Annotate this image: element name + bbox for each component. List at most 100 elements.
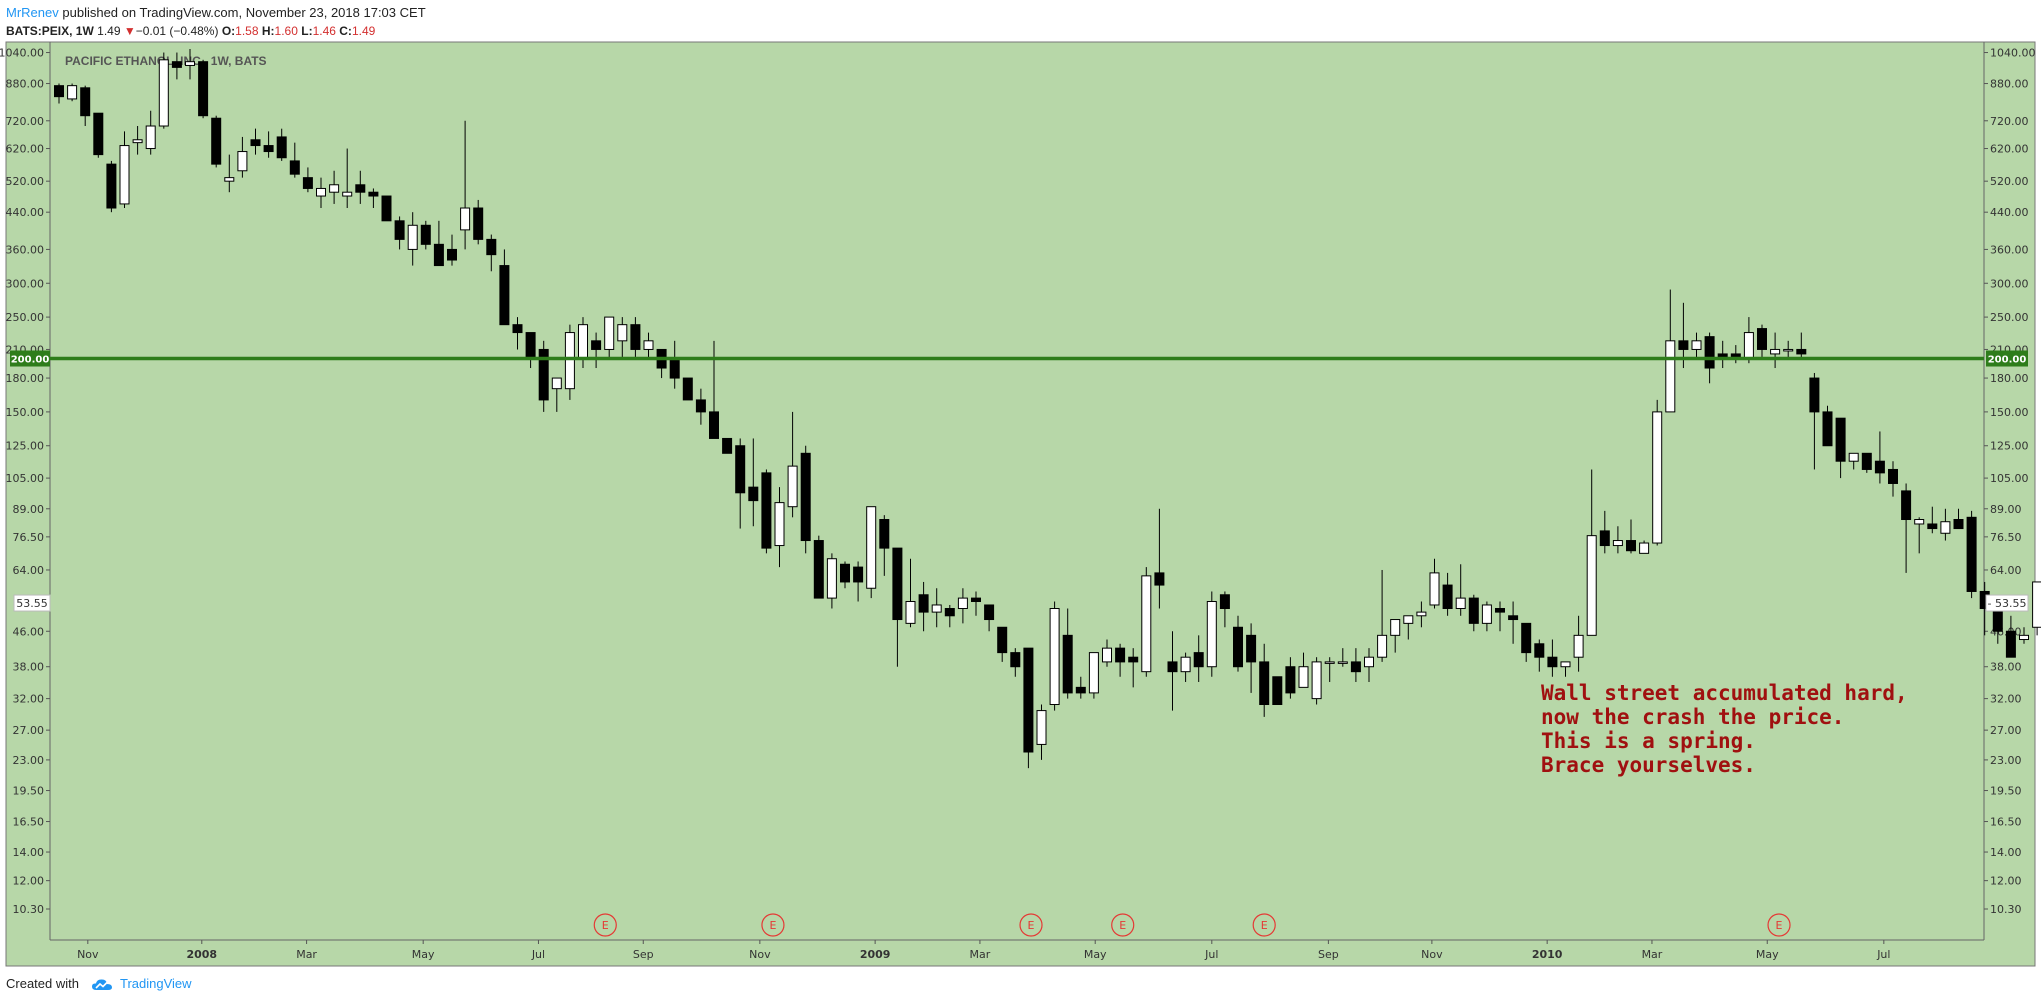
candle-body [1691, 340, 1702, 350]
x-tick-label: 2010 [1532, 948, 1563, 961]
candle-body [866, 506, 877, 589]
candle-body [1599, 530, 1610, 547]
candle-body [538, 348, 549, 401]
candle-body [944, 608, 955, 617]
candle-body [1678, 340, 1689, 350]
tradingview-link[interactable]: TradingView [120, 976, 192, 991]
y-tick-label-right: 105.00 [1990, 472, 2029, 485]
x-tick-label: Mar [1642, 948, 1663, 961]
candle-body [1796, 348, 1807, 355]
candle-body [171, 61, 182, 68]
candle-body [1783, 348, 1794, 352]
symbol-label: BATS:PEIX, 1W [6, 24, 94, 38]
candle-body [499, 265, 510, 326]
candle-body [1455, 597, 1466, 610]
created-with-label: Created with [6, 976, 79, 991]
y-tick-label-right: 125.00 [1990, 440, 2029, 453]
candle-body [1219, 594, 1230, 610]
candle-body [1639, 542, 1650, 554]
candle-body [1534, 643, 1545, 658]
y-tick-label-left: 180.00 [6, 372, 45, 385]
x-tick-label: 2008 [186, 948, 217, 961]
y-tick-label-left: 520.00 [6, 175, 45, 188]
candle-body [774, 502, 785, 547]
earnings-marker-label: E [1119, 919, 1126, 932]
candle-body [1992, 608, 2003, 632]
candle-body [198, 61, 209, 117]
y-tick-label-right: 180.00 [1990, 372, 2029, 385]
candle-body [2032, 581, 2041, 628]
candle-body [905, 601, 916, 624]
candle-body [381, 195, 392, 222]
y-tick-label-right: 620.00 [1990, 143, 2029, 156]
last-price-label-right: - 53.55 [1988, 597, 2027, 610]
candle-body [826, 558, 837, 599]
candle-body [735, 445, 746, 494]
footer: Created with TradingView [6, 976, 192, 992]
candle-body [1743, 332, 1754, 360]
level-badge-right [1986, 350, 2028, 367]
last-price: 1.49 [97, 24, 121, 38]
y-tick-label-left: 620.00 [6, 143, 45, 156]
candle-body [473, 207, 484, 240]
y-tick-label-left: 89.00 [13, 503, 45, 516]
candle-body [1612, 540, 1623, 547]
author-link[interactable]: MrRenev [6, 5, 59, 20]
candle-body [997, 626, 1008, 654]
level-label-right: 200.00 [1988, 355, 2027, 366]
candle-body [971, 597, 981, 603]
candle-body [1665, 340, 1676, 413]
candle-body [1848, 452, 1859, 462]
candle-body [2005, 630, 2016, 658]
x-tick-label: May [1084, 948, 1107, 961]
y-tick-label-right: 440.00 [1990, 206, 2029, 219]
earnings-marker-label: E [1261, 919, 1268, 932]
y-tick-label-right: 880.00 [1990, 78, 2029, 91]
candle-body [617, 324, 628, 342]
y-tick-label-left: 720.00 [6, 115, 45, 128]
y-tick-label-left: 250.00 [6, 311, 45, 324]
y-tick-label-left: 12.00 [13, 875, 45, 888]
candle-body [1088, 652, 1099, 694]
candle-body [1233, 626, 1243, 668]
candle-body [145, 125, 156, 150]
y-tick-label-left: 10.30 [13, 903, 45, 916]
candle-body [1966, 516, 1977, 592]
candle-body [1311, 661, 1322, 700]
candle-body [54, 85, 64, 98]
annotation-line: This is a spring. [1541, 729, 1756, 753]
candle-body [420, 224, 431, 245]
y-tick-label-left: 125.00 [6, 440, 45, 453]
candle-body [1560, 661, 1571, 668]
candle-body [709, 411, 719, 439]
y-tick-label-right: 300.00 [1990, 277, 2029, 290]
candle-body [1324, 661, 1335, 664]
candle-body [1888, 468, 1898, 484]
earnings-marker-label: E [1028, 919, 1035, 932]
candle-body [407, 224, 418, 250]
x-tick-label: Jul [1204, 948, 1218, 961]
candle-body [1704, 336, 1715, 369]
y-tick-label-right: 16.50 [1990, 816, 2022, 829]
close-label: C: [339, 24, 352, 38]
price-change: −0.01 (−0.48%) [135, 24, 219, 38]
candle-body [1377, 634, 1388, 658]
y-tick-label-left: 38.00 [13, 661, 45, 674]
candle-body [1285, 666, 1296, 694]
candle-body [1193, 652, 1204, 668]
candle-body [591, 340, 602, 350]
level-label-left: 200.00 [11, 355, 50, 366]
candle-body [1259, 661, 1270, 706]
candle-body [394, 220, 405, 240]
candle-body [1442, 584, 1453, 610]
candle-body [879, 519, 890, 549]
candle-body [1835, 417, 1846, 462]
open-value: 1.58 [235, 24, 259, 38]
earnings-marker [593, 913, 617, 937]
annotation-line: Brace yourselves. [1541, 753, 1756, 777]
candle-body [302, 177, 313, 189]
candle-body [1128, 656, 1139, 663]
y-tick-label-right: 27.00 [1990, 724, 2022, 737]
candles-group [54, 49, 2041, 769]
